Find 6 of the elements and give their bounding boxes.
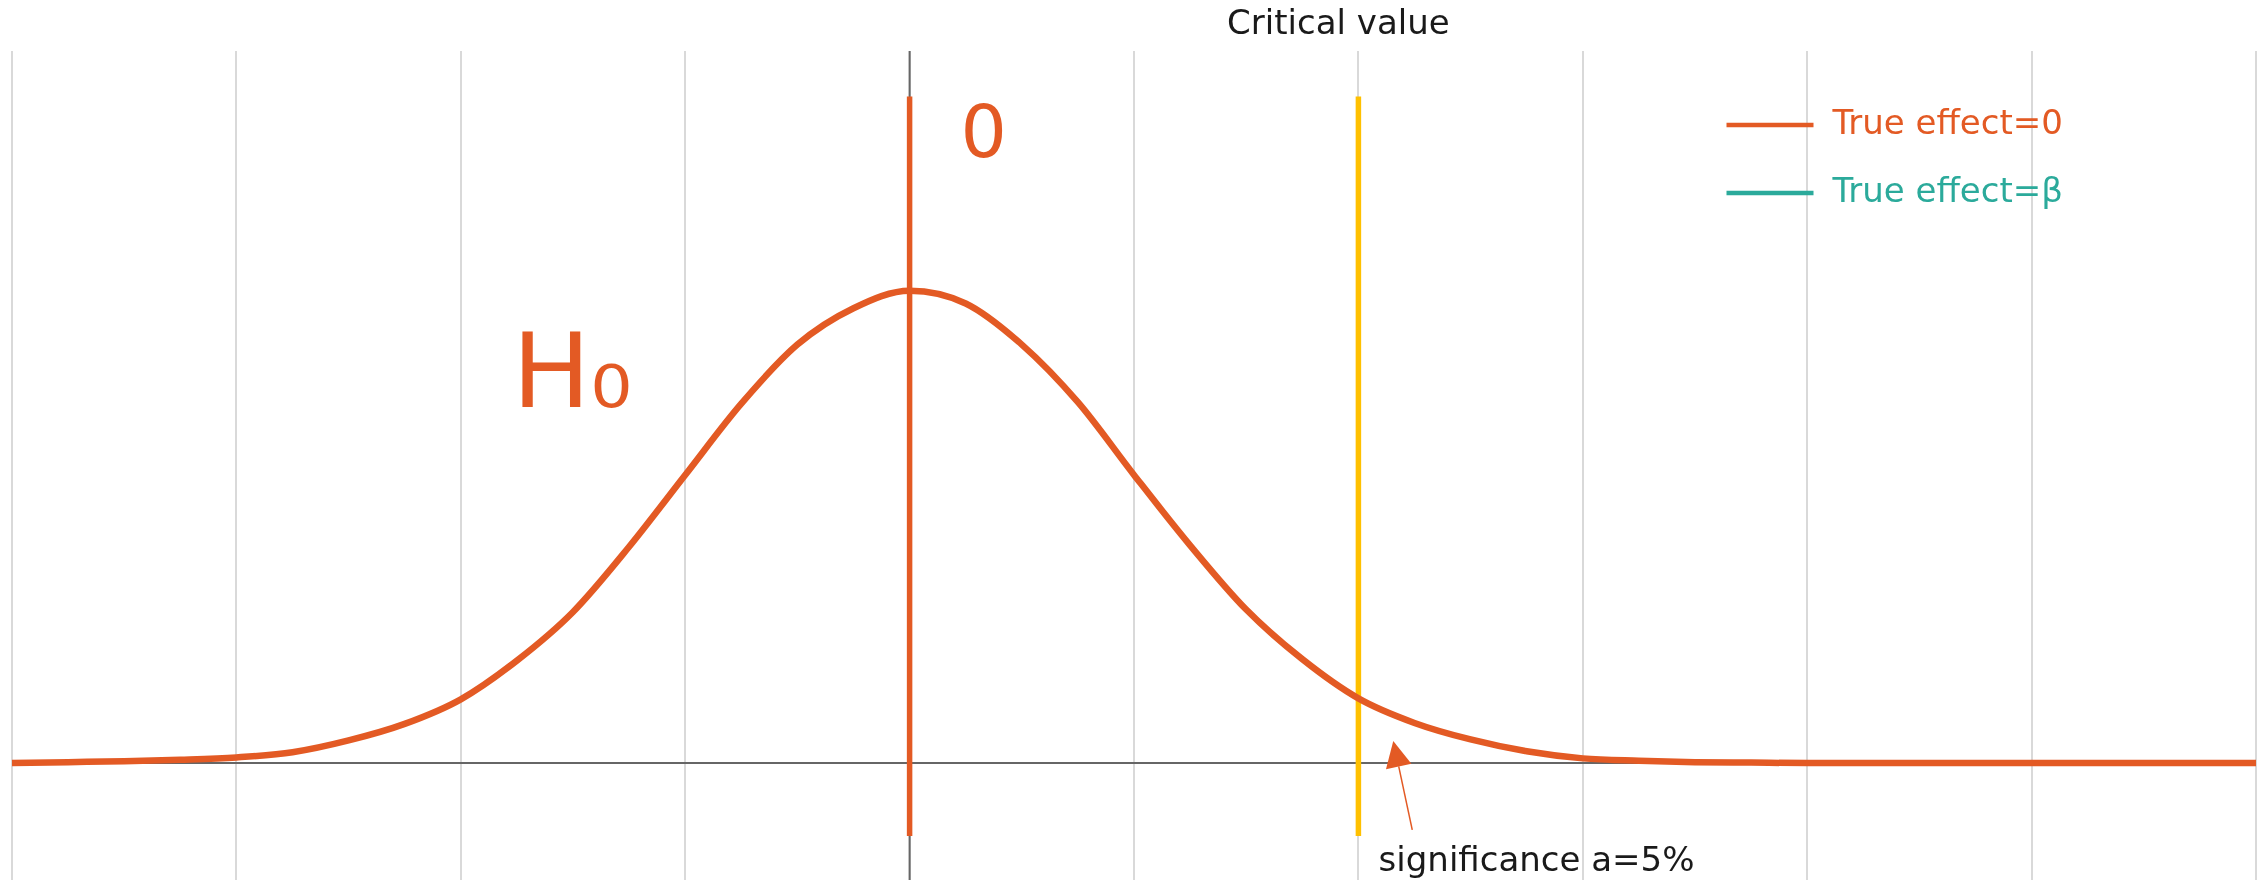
text: significance a=5% <box>1378 839 1695 879</box>
annotation: H₀ <box>512 310 633 433</box>
text: 0 <box>960 88 1008 174</box>
legend-label: True effect=0 <box>1831 101 2063 142</box>
legend-label: True effect=β <box>1831 169 2063 210</box>
text: Critical value <box>1227 1 1450 42</box>
